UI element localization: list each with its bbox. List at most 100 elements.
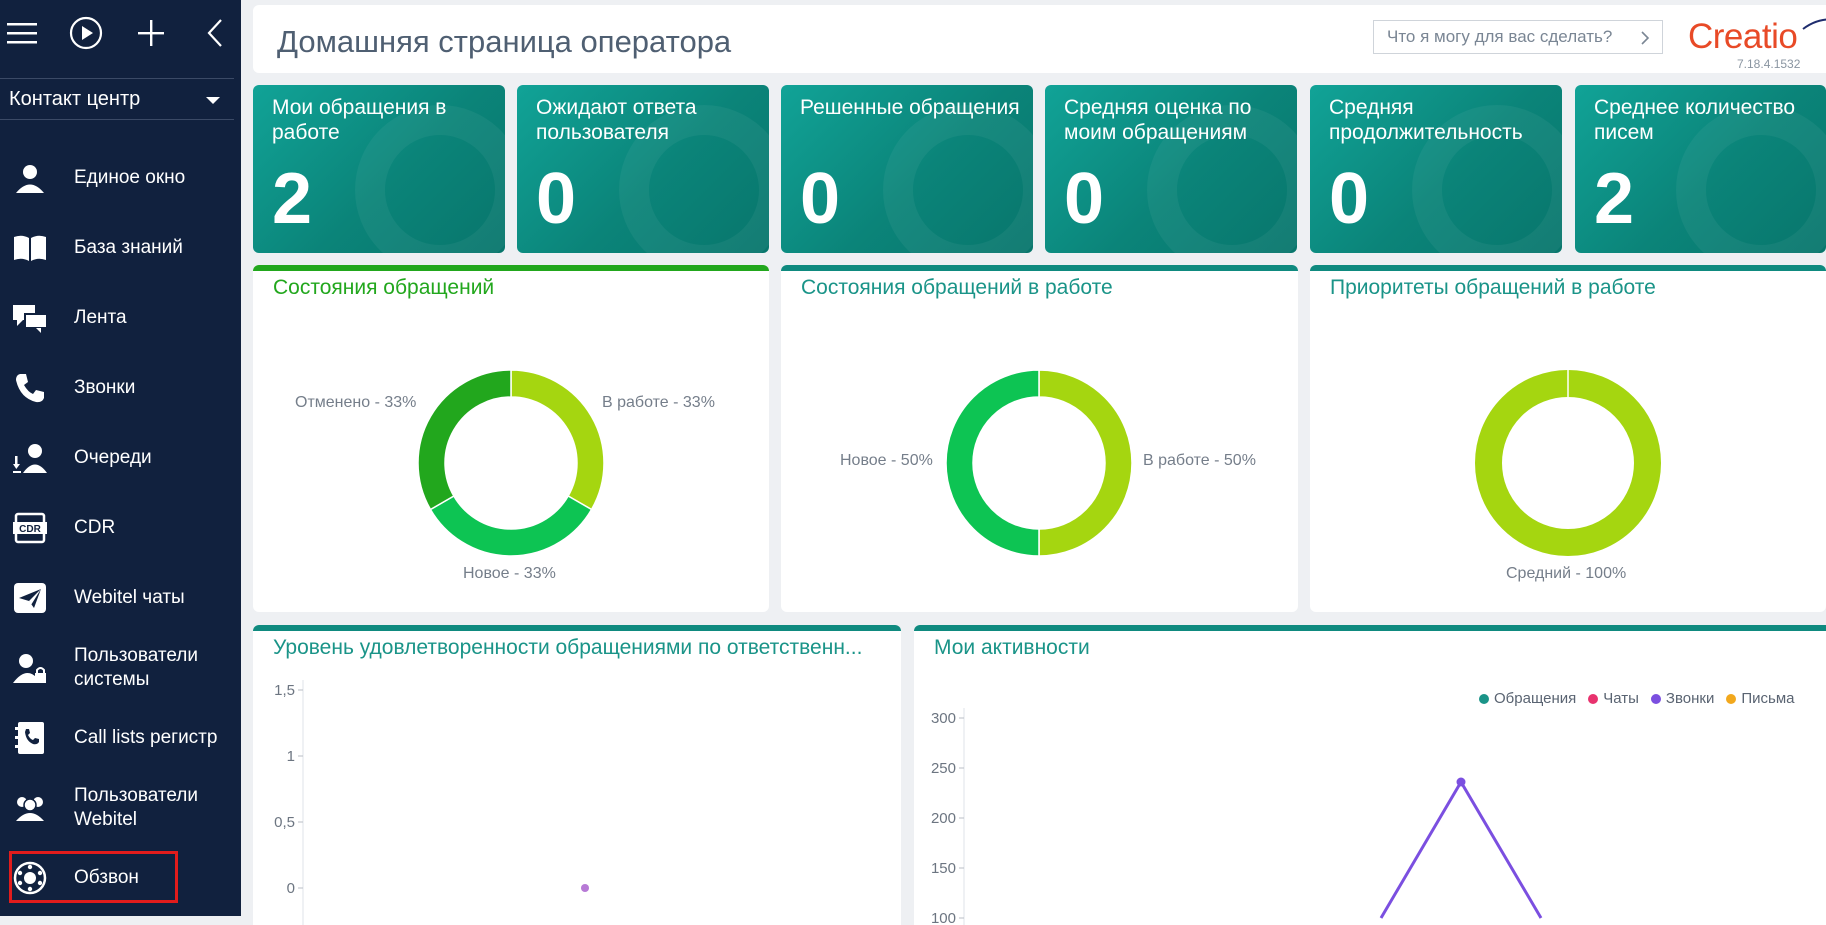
sidebar-item-dialer[interactable]: Обзвон bbox=[0, 843, 241, 913]
sidebar-toolbar bbox=[0, 0, 241, 68]
donut-slice-3[interactable] bbox=[417, 369, 512, 511]
sidebar-item-cdr[interactable]: CDR CDR bbox=[0, 493, 241, 563]
tile-title: Средняя оценка по моим обращениям bbox=[1064, 96, 1252, 144]
panel-title: Уровень удовлетворенности обращениями по… bbox=[273, 636, 863, 659]
dialer-icon bbox=[12, 860, 48, 896]
phone-icon bbox=[12, 370, 48, 406]
command-search-input[interactable]: Что я могу для вас сделать? bbox=[1373, 20, 1663, 54]
panel-accent-bar bbox=[253, 625, 901, 631]
sidebar: Контакт центр Единое окно База знаний Ле… bbox=[0, 0, 241, 916]
legend-dot-icon bbox=[1726, 694, 1737, 705]
tile-average-duration[interactable]: Средняя продолжительность 0 bbox=[1310, 85, 1562, 253]
legend-label: Чаты bbox=[1603, 690, 1639, 707]
case-priorities-panel: Приоритеты обращений в работе Средний - … bbox=[1310, 265, 1826, 612]
legend-dot-icon bbox=[1588, 694, 1599, 705]
workspace-selector[interactable]: Контакт центр bbox=[0, 78, 234, 120]
sidebar-item-calls[interactable]: Звонки bbox=[0, 353, 241, 423]
y-tick-label: 300 bbox=[931, 710, 956, 727]
satisfaction-chart: 1,5 1 0,5 0 bbox=[274, 680, 589, 925]
y-tick-label: 0,5 bbox=[274, 814, 295, 831]
case-states-in-progress-panel: Состояния обращений в работе В работе - … bbox=[781, 265, 1298, 612]
scatter-point[interactable] bbox=[581, 884, 589, 892]
case-states-in-progress-donut bbox=[945, 369, 1133, 557]
sidebar-item-label: Единое окно bbox=[74, 167, 186, 188]
series-line bbox=[1379, 779, 1543, 919]
legend-label: Обращения bbox=[1494, 690, 1577, 707]
y-tick-label: 250 bbox=[931, 760, 956, 777]
chat-bubbles-icon bbox=[12, 300, 48, 336]
tile-value: 0 bbox=[800, 159, 841, 239]
creatio-logo[interactable]: Creatio bbox=[1688, 17, 1798, 56]
tile-average-rating[interactable]: Средняя оценка по моим обращениям 0 bbox=[1045, 85, 1297, 253]
donut-label: Новое - 33% bbox=[463, 565, 556, 582]
queue-icon bbox=[12, 440, 48, 476]
legend-dot-icon bbox=[1650, 694, 1661, 705]
legend-item[interactable]: Обращения bbox=[1479, 690, 1576, 707]
legend-item[interactable]: Чаты bbox=[1588, 690, 1639, 707]
user-lock-icon bbox=[12, 650, 48, 686]
play-icon[interactable] bbox=[67, 14, 105, 52]
agent-icon bbox=[12, 160, 48, 196]
logo-swoosh-icon bbox=[1802, 18, 1826, 30]
highlight-frame bbox=[9, 851, 178, 903]
legend-dot-icon bbox=[1479, 694, 1489, 705]
sidebar-item-webitel-chats[interactable]: Webitel чаты bbox=[0, 563, 241, 633]
donut-label: Новое - 50% bbox=[840, 452, 933, 469]
tile-title: Мои обращения в работе bbox=[272, 96, 447, 144]
panel-accent-bar bbox=[781, 265, 1298, 271]
tile-resolved[interactable]: Решенные обращения 0 bbox=[781, 85, 1033, 253]
case-priorities-donut bbox=[1475, 370, 1661, 556]
tile-value: 0 bbox=[1064, 159, 1105, 239]
sidebar-item-label: Пользователи системы bbox=[74, 645, 199, 690]
chevron-down-icon bbox=[206, 97, 220, 104]
panel-title: Мои активности bbox=[934, 636, 1090, 659]
collapse-icon[interactable] bbox=[196, 14, 234, 52]
tile-average-emails[interactable]: Среднее количество писем 2 bbox=[1575, 85, 1826, 253]
chevron-right-icon[interactable] bbox=[1640, 30, 1650, 51]
sidebar-item-single-window[interactable]: Единое окно bbox=[0, 143, 241, 213]
sidebar-item-knowledge-base[interactable]: База знаний bbox=[0, 213, 241, 283]
donut-slice-2[interactable] bbox=[429, 494, 593, 557]
y-tick-label: 100 bbox=[931, 910, 956, 925]
panel-title: Состояния обращений в работе bbox=[801, 276, 1113, 299]
case-states-donut bbox=[417, 369, 605, 557]
sidebar-item-system-users[interactable]: Пользователи системы bbox=[0, 633, 241, 703]
book-icon bbox=[12, 230, 48, 266]
y-tick-label: 1 bbox=[287, 748, 295, 765]
paper-plane-icon bbox=[12, 580, 48, 616]
chart-legend: Обращения Чаты Звонки Письма bbox=[1479, 690, 1795, 707]
donut-slice-1[interactable] bbox=[1475, 370, 1661, 556]
series-point[interactable] bbox=[1456, 777, 1466, 787]
sidebar-item-label: Звонки bbox=[74, 377, 136, 398]
sidebar-item-webitel-users[interactable]: Пользователи Webitel bbox=[0, 773, 241, 843]
tile-title: Решенные обращения bbox=[800, 96, 1020, 119]
donut-slice-1[interactable] bbox=[1038, 369, 1133, 557]
case-states-panel: Состояния обращений В работе - 33% Новое… bbox=[253, 265, 769, 612]
legend-label: Письма bbox=[1741, 690, 1795, 707]
sidebar-nav: Единое окно База знаний Лента Звонки Оче… bbox=[0, 143, 241, 913]
sidebar-item-label: Пользователи Webitel bbox=[74, 785, 199, 830]
panel-accent-bar bbox=[1310, 265, 1826, 271]
sidebar-item-feed[interactable]: Лента bbox=[0, 283, 241, 353]
page-header: Домашняя страница оператора Что я могу д… bbox=[253, 5, 1826, 73]
svg-text:CDR: CDR bbox=[19, 524, 41, 535]
sidebar-item-label: CDR bbox=[74, 517, 116, 538]
donut-slice-1[interactable] bbox=[510, 369, 605, 511]
sidebar-item-call-lists[interactable]: Call lists регистр bbox=[0, 703, 241, 773]
app-version: 7.18.4.1532 bbox=[1737, 57, 1801, 71]
donut-slice-2[interactable] bbox=[945, 369, 1040, 557]
tile-my-cases[interactable]: Мои обращения в работе 2 bbox=[253, 85, 505, 253]
tile-title: Средняя продолжительность bbox=[1329, 96, 1523, 144]
legend-item[interactable]: Звонки bbox=[1650, 690, 1714, 707]
legend-item[interactable]: Письма bbox=[1726, 690, 1795, 707]
panel-accent-bar bbox=[253, 265, 769, 271]
sidebar-item-queues[interactable]: Очереди bbox=[0, 423, 241, 493]
add-icon[interactable] bbox=[132, 14, 170, 52]
tile-awaiting-reply[interactable]: Ожидают ответа пользователя 0 bbox=[517, 85, 769, 253]
y-tick-label: 200 bbox=[931, 810, 956, 827]
menu-icon[interactable] bbox=[3, 14, 41, 52]
sidebar-item-label: Обзвон bbox=[74, 867, 139, 888]
panel-accent-bar bbox=[914, 625, 1826, 631]
sidebar-item-label: Call lists регистр bbox=[74, 727, 218, 748]
tile-value: 0 bbox=[1329, 159, 1370, 239]
